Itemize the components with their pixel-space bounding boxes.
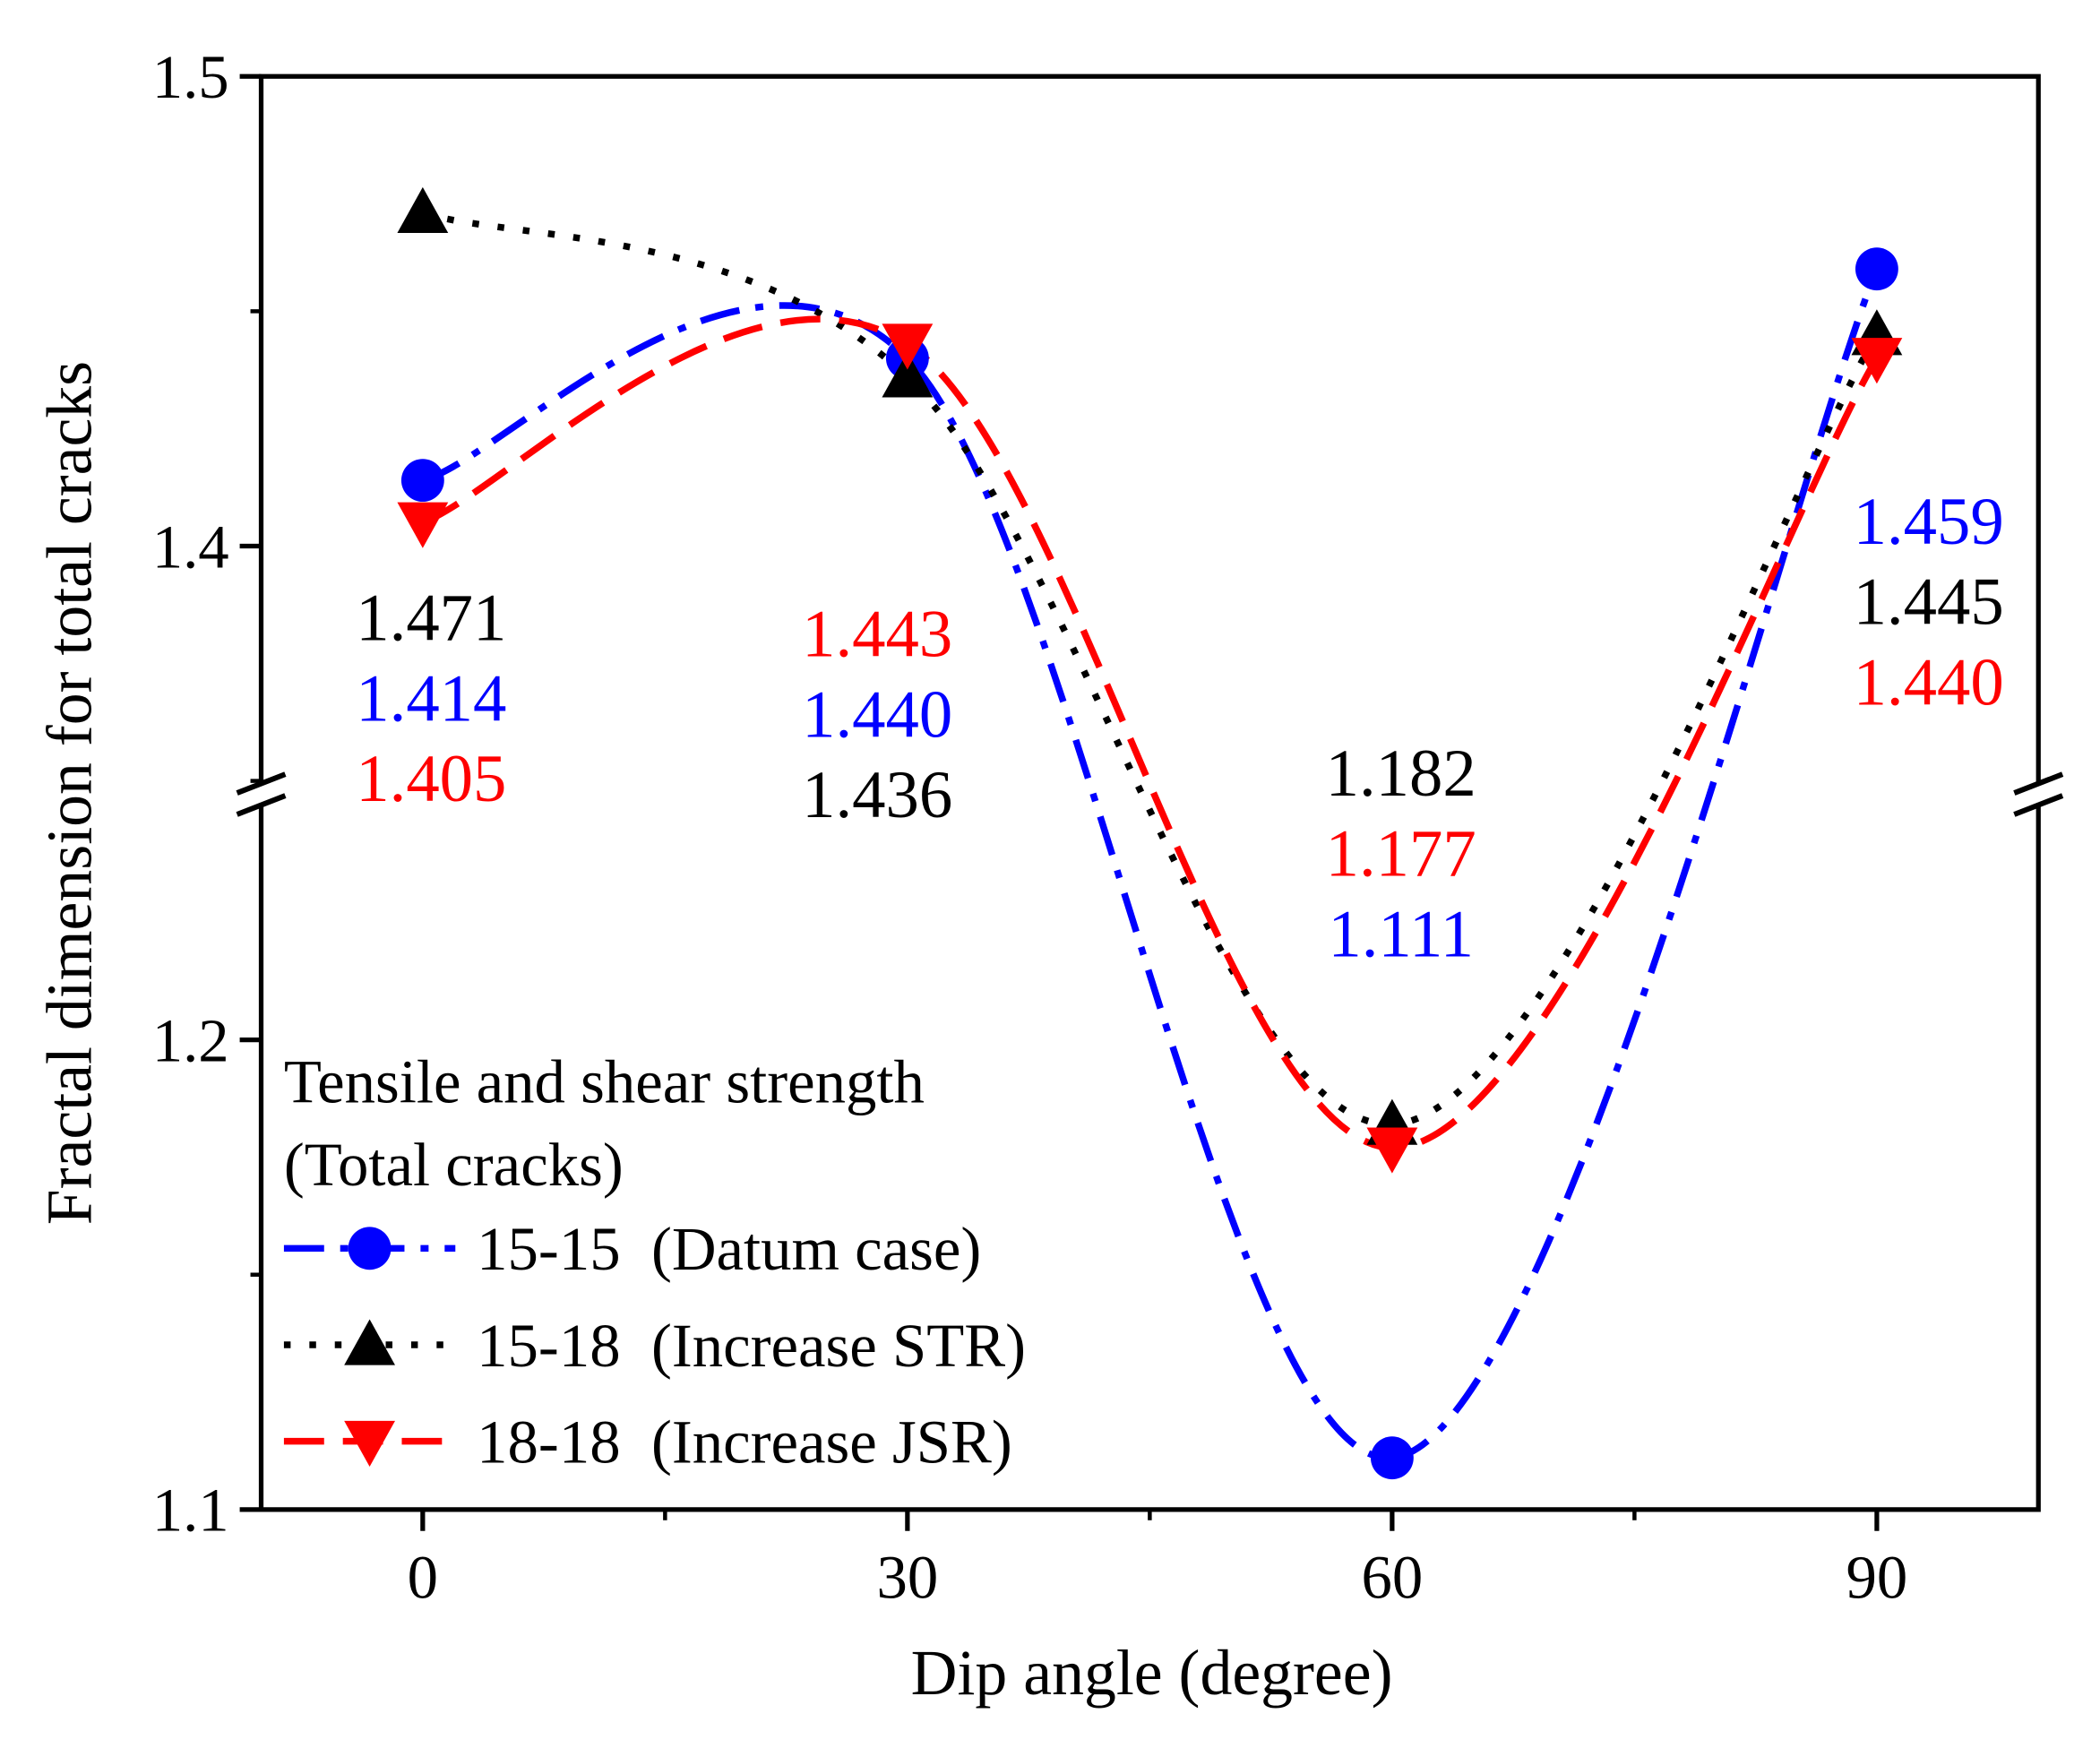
circle-marker [400,459,444,503]
triangle-down-marker [882,323,934,370]
triangle-down-marker [1366,1127,1418,1174]
circle-marker [1855,247,1898,291]
legend-title-line1: Tensile and shear strength [284,1047,925,1115]
y-tick-label: 1.5 [152,43,229,111]
data-label: 1.182 [1326,736,1476,811]
data-label: 1.111 [1328,897,1474,971]
series-markers [397,186,1903,1480]
axis-break-mark [2013,771,2064,796]
y-tick-label: 1.4 [152,512,229,581]
triangle-down-marker [344,1420,395,1467]
data-label: 1.414 [356,661,506,736]
triangle-up-marker [397,186,449,234]
y-axis-label: Fractal dimension for total cracks [34,361,106,1225]
data-label: 1.443 [802,598,952,672]
data-label: 1.440 [1854,645,2004,719]
data-label: 1.177 [1326,817,1476,891]
triangle-down-marker [397,502,449,548]
legend-label: 15-18 (Increase STR) [477,1312,1026,1380]
axis-break-mark [236,793,287,817]
plot-frame [258,73,2041,1512]
data-label: 1.471 [356,581,506,656]
data-label: 1.405 [356,742,506,816]
series-line [421,209,1881,1128]
axis-break-mark [2013,793,2064,817]
circle-marker [348,1227,392,1270]
x-tick-label: 30 [876,1543,938,1611]
data-label: 1.445 [1854,565,2004,640]
data-label: 1.459 [1854,485,2004,559]
series-lines [421,209,1881,1461]
legend-label: 18-18 (Increase JSR) [477,1408,1012,1477]
triangle-up-marker [882,351,934,398]
legend-title-line2: (Total cracks) [284,1131,624,1199]
data-label: 1.440 [802,677,952,752]
legend: Tensile and shear strength (Total cracks… [284,1047,1026,1476]
x-axis-label: Dip angle (degree) [911,1637,1393,1709]
circle-marker [1370,1436,1414,1480]
data-label: 1.436 [802,758,952,832]
triangle-up-marker [344,1319,395,1365]
series-line [421,267,1881,1461]
axes: 1.1 1.2 1.4 1.5 0 30 60 90 [152,43,2064,1611]
legend-label: 15-15 (Datum case) [477,1215,981,1283]
x-tick-label: 60 [1362,1543,1424,1611]
x-tick-label: 90 [1846,1543,1908,1611]
triangle-down-marker [1851,338,1903,384]
x-tick-label: 0 [408,1543,438,1611]
axis-break-mark [236,771,287,796]
series-line [421,315,1881,1151]
y-tick-label: 1.2 [152,1007,229,1075]
y-tick-label: 1.1 [152,1477,229,1545]
